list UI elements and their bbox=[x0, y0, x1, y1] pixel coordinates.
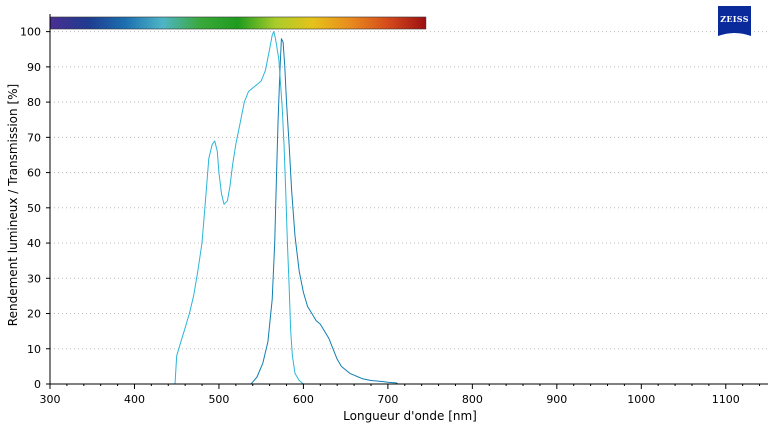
y-tick-label: 40 bbox=[27, 237, 41, 250]
x-tick-label: 600 bbox=[293, 393, 314, 406]
logo-badge bbox=[718, 6, 751, 36]
y-tick-label: 10 bbox=[27, 343, 41, 356]
series-line-2 bbox=[174, 31, 304, 385]
visible-spectrum-bar bbox=[49, 16, 427, 30]
y-tick-label: 30 bbox=[27, 272, 41, 285]
x-tick-label: 500 bbox=[208, 393, 229, 406]
x-tick-label: 1100 bbox=[712, 393, 740, 406]
y-tick-label: 90 bbox=[27, 61, 41, 74]
x-axis-ticks: 300 400 500 600 700 800 900 1000 1100 bbox=[40, 384, 761, 406]
y-tick-label: 50 bbox=[27, 202, 41, 215]
series-line-1 bbox=[250, 38, 399, 385]
x-tick-label: 700 bbox=[377, 393, 398, 406]
x-tick-label: 300 bbox=[40, 393, 61, 406]
y-axis-title: Rendement lumineux / Transmission [%] bbox=[6, 84, 20, 326]
zeiss-logo: ZEISS bbox=[718, 6, 751, 36]
logo-text: ZEISS bbox=[720, 14, 749, 24]
axes bbox=[49, 14, 768, 385]
x-tick-label: 1000 bbox=[627, 393, 655, 406]
x-tick-label: 800 bbox=[462, 393, 483, 406]
grid-lines bbox=[50, 31, 768, 350]
x-tick-label: 900 bbox=[546, 393, 567, 406]
y-tick-label: 60 bbox=[27, 167, 41, 180]
x-tick-label: 400 bbox=[124, 393, 145, 406]
y-tick-label: 80 bbox=[27, 96, 41, 109]
series-lines bbox=[174, 31, 399, 385]
x-axis-title: Longueur d'onde [nm] bbox=[343, 409, 477, 423]
y-tick-label: 70 bbox=[27, 131, 41, 144]
y-axis-ticks: 0 10 20 30 40 50 60 70 80 90 100 bbox=[20, 26, 50, 391]
y-tick-label: 20 bbox=[27, 308, 41, 321]
y-tick-label: 0 bbox=[34, 378, 41, 391]
y-tick-label: 100 bbox=[20, 26, 41, 39]
